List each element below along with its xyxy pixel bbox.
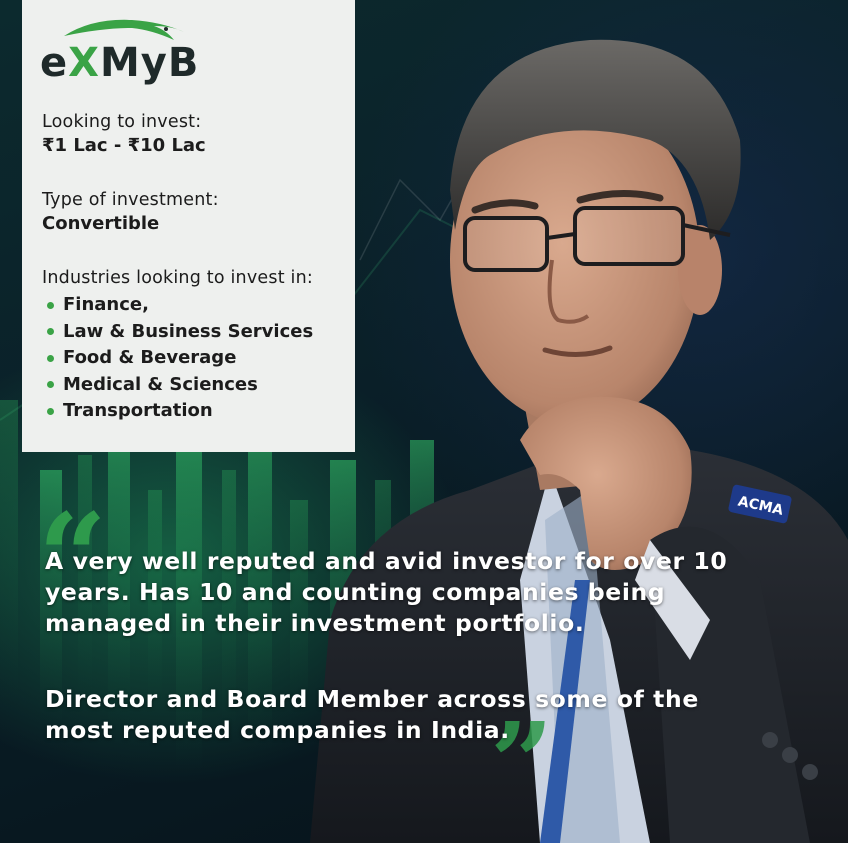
- industry-name: Finance,: [63, 294, 149, 316]
- logo-wordmark: eXMyB: [40, 40, 199, 86]
- logo-part-x: X: [68, 40, 100, 86]
- list-item: Finance,: [42, 292, 313, 319]
- logo-part-e: e: [40, 40, 69, 86]
- bullet-dot-icon: [47, 381, 54, 389]
- investment-amount-block: Looking to invest: ₹1 Lac - ₹10 Lac: [42, 112, 206, 156]
- list-item: Law & Business Services: [42, 319, 313, 346]
- investor-info-panel: eXMyB Looking to invest: ₹1 Lac - ₹10 La…: [22, 0, 355, 452]
- list-item: Transportation: [42, 398, 313, 425]
- quote-paragraph-1: A very well reputed and avid investor fo…: [45, 547, 728, 637]
- industry-name: Transportation: [63, 400, 213, 422]
- industry-name: Law & Business Services: [63, 320, 314, 342]
- amount-label: Looking to invest:: [42, 112, 202, 132]
- eagle-icon: [64, 19, 184, 40]
- list-item: Food & Beverage: [42, 345, 313, 372]
- type-label: Type of investment:: [42, 190, 219, 210]
- bullet-dot-icon: [47, 407, 54, 415]
- industry-name: Food & Beverage: [63, 347, 237, 369]
- type-value: Convertible: [42, 213, 160, 234]
- bullet-dot-icon: [47, 328, 54, 336]
- investor-portrait: ACMA: [310, 39, 848, 843]
- logo-part-myb: MyB: [99, 40, 200, 86]
- industries-list: Finance, Law & Business Services Food & …: [42, 292, 313, 425]
- investment-type-block: Type of investment: Convertible: [42, 190, 219, 234]
- close-quote-icon: ”: [490, 698, 554, 827]
- amount-value: ₹1 Lac - ₹10 Lac: [42, 135, 206, 156]
- list-item: Medical & Sciences: [42, 372, 313, 399]
- industries-label: Industries looking to invest in:: [42, 268, 313, 288]
- bullet-dot-icon: [47, 354, 54, 362]
- quote-paragraph-2: Director and Board Member across some of…: [45, 685, 699, 744]
- industry-name: Medical & Sciences: [63, 373, 258, 395]
- bullet-dot-icon: [47, 301, 54, 309]
- open-quote-icon: “: [38, 487, 108, 628]
- exmyb-logo: eXMyB: [40, 14, 230, 86]
- industries-block: Industries looking to invest in: Finance…: [42, 268, 313, 425]
